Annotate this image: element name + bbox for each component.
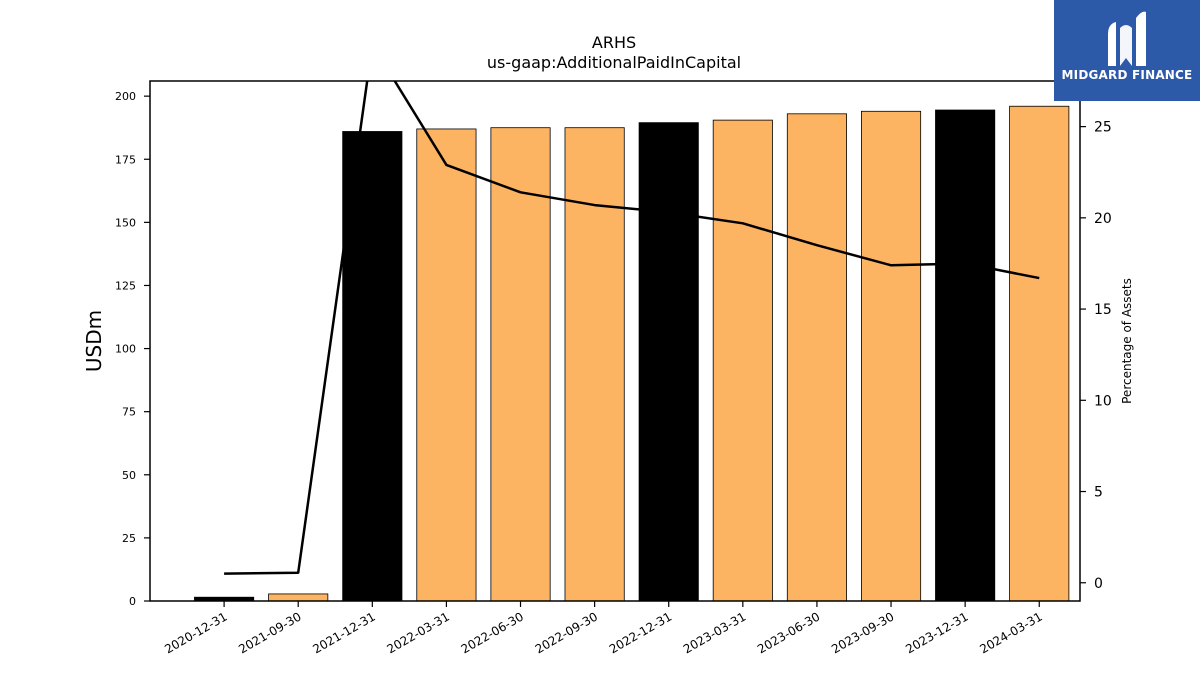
x-tick-label: 2023-06-30: [755, 609, 822, 656]
x-tick-label: 2023-03-31: [681, 609, 748, 656]
y-tick-label: 175: [115, 153, 136, 166]
bar-2022-06-30: [490, 127, 551, 602]
x-tick-label: 2021-09-30: [236, 609, 303, 656]
y2-tick-label: 5: [1094, 485, 1103, 501]
brand-logo: MIDGARD FINANCE: [1054, 0, 1200, 101]
y-tick-label: 50: [122, 469, 136, 482]
bar-2022-12-31: [638, 122, 699, 602]
logo-text: MIDGARD FINANCE: [1061, 68, 1193, 82]
y-tick-label: 100: [115, 343, 136, 356]
plot-frame: [149, 80, 1081, 602]
x-tick-label: 2024-03-31: [977, 609, 1044, 656]
bar-2022-03-31: [416, 128, 477, 602]
bar-group: [194, 105, 1070, 602]
chart-subtitle: us-gaap:AdditionalPaidInCapital: [487, 53, 741, 72]
y-axis-right: 0 5 10 15 20 25: [1080, 120, 1112, 592]
y-tick-label: 150: [115, 216, 136, 229]
midgard-logo-icon: [1108, 11, 1146, 67]
y-tick-label: 125: [115, 279, 136, 292]
y2-tick-label: 25: [1094, 120, 1112, 136]
percentage-of-assets-line: [224, 81, 1040, 575]
x-tick-label: 2022-03-31: [385, 609, 452, 656]
bar-2023-09-30: [860, 110, 922, 602]
bar-2021-09-30: [268, 593, 329, 602]
bar-2023-06-30: [786, 113, 847, 602]
x-tick-label: 2023-09-30: [829, 609, 896, 656]
line-group: [224, 81, 1040, 575]
y-axis-label: USDm: [82, 310, 106, 372]
y-tick-label: 0: [129, 595, 136, 608]
y-tick-label: 200: [115, 90, 136, 103]
y-tick-label: 75: [122, 406, 136, 419]
x-tick-label: 2022-12-31: [607, 609, 674, 656]
y2-tick-label: 0: [1094, 576, 1103, 592]
bar-2023-12-31: [935, 109, 996, 602]
bar-2022-09-30: [564, 127, 625, 602]
chart-title: ARHS: [592, 33, 636, 52]
x-tick-label: 2020-12-31: [162, 609, 229, 656]
bar-2021-12-31: [342, 131, 403, 602]
x-tick-label: 2021-12-31: [310, 609, 377, 656]
y2-tick-label: 10: [1094, 393, 1112, 409]
x-tick-label: 2022-09-30: [533, 609, 600, 656]
y2-tick-label: 15: [1094, 302, 1112, 318]
y-tick-label: 25: [122, 532, 136, 545]
y2-axis-label: Percentage of Assets: [1120, 278, 1134, 404]
bar-2023-03-31: [712, 119, 773, 602]
x-tick-label: 2023-12-31: [903, 609, 970, 656]
y-axis-left: 0 25 50 75 100 125 150 175 200: [115, 90, 150, 608]
x-tick-label: 2022-06-30: [459, 609, 526, 656]
y2-tick-label: 20: [1094, 211, 1112, 227]
x-axis: 2020-12-31 2021-09-30 2021-12-31 2022-03-31…: [162, 601, 1045, 656]
bar-2024-03-31: [1009, 105, 1070, 602]
